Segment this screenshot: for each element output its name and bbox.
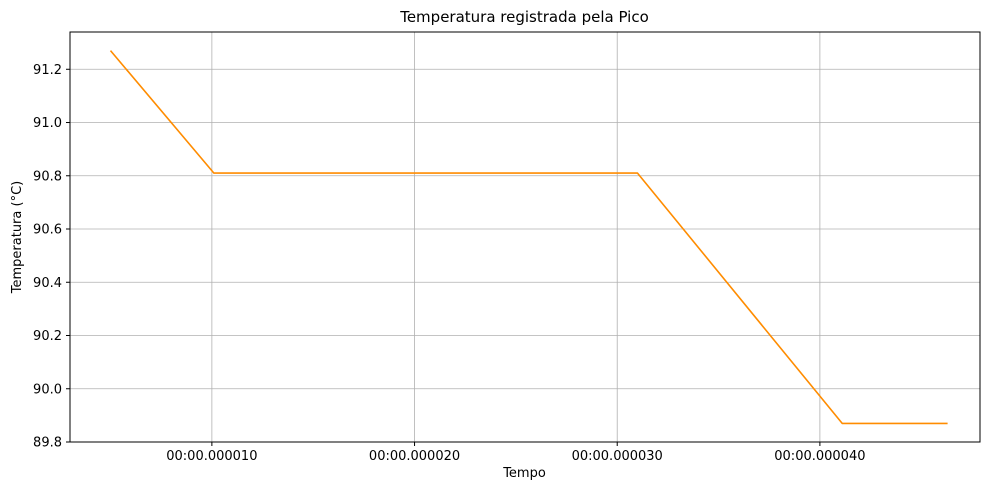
y-tick-label: 89.8 [33, 436, 62, 451]
chart-title: Temperatura registrada pela Pico [399, 8, 649, 26]
grid-lines [70, 32, 980, 443]
x-tick-label: 00:00.000020 [369, 449, 460, 464]
y-axis-ticks: 89.8 90.0 90.2 90.4 90.6 90.8 91.0 91.2 [33, 63, 70, 451]
x-axis-label: Tempo [502, 466, 546, 481]
y-tick-label: 91.2 [33, 63, 62, 78]
y-tick-label: 90.0 [33, 382, 62, 397]
y-tick-label: 90.4 [33, 276, 62, 291]
x-tick-label: 00:00.000040 [774, 449, 865, 464]
y-tick-label: 91.0 [33, 116, 62, 131]
y-tick-label: 90.2 [33, 329, 62, 344]
x-tick-label: 00:00.000010 [166, 449, 257, 464]
y-tick-label: 90.8 [33, 169, 62, 184]
plot-frame [69, 31, 981, 443]
y-axis-label: Temperatura (°C) [10, 181, 25, 294]
x-axis-ticks: 00:00.000010 00:00.000020 00:00.000030 00:0… [166, 442, 866, 464]
y-tick-label: 90.6 [33, 223, 62, 238]
x-tick-label: 00:00.000030 [572, 449, 663, 464]
temperature-series-line [109, 50, 948, 425]
series-group [109, 50, 948, 425]
